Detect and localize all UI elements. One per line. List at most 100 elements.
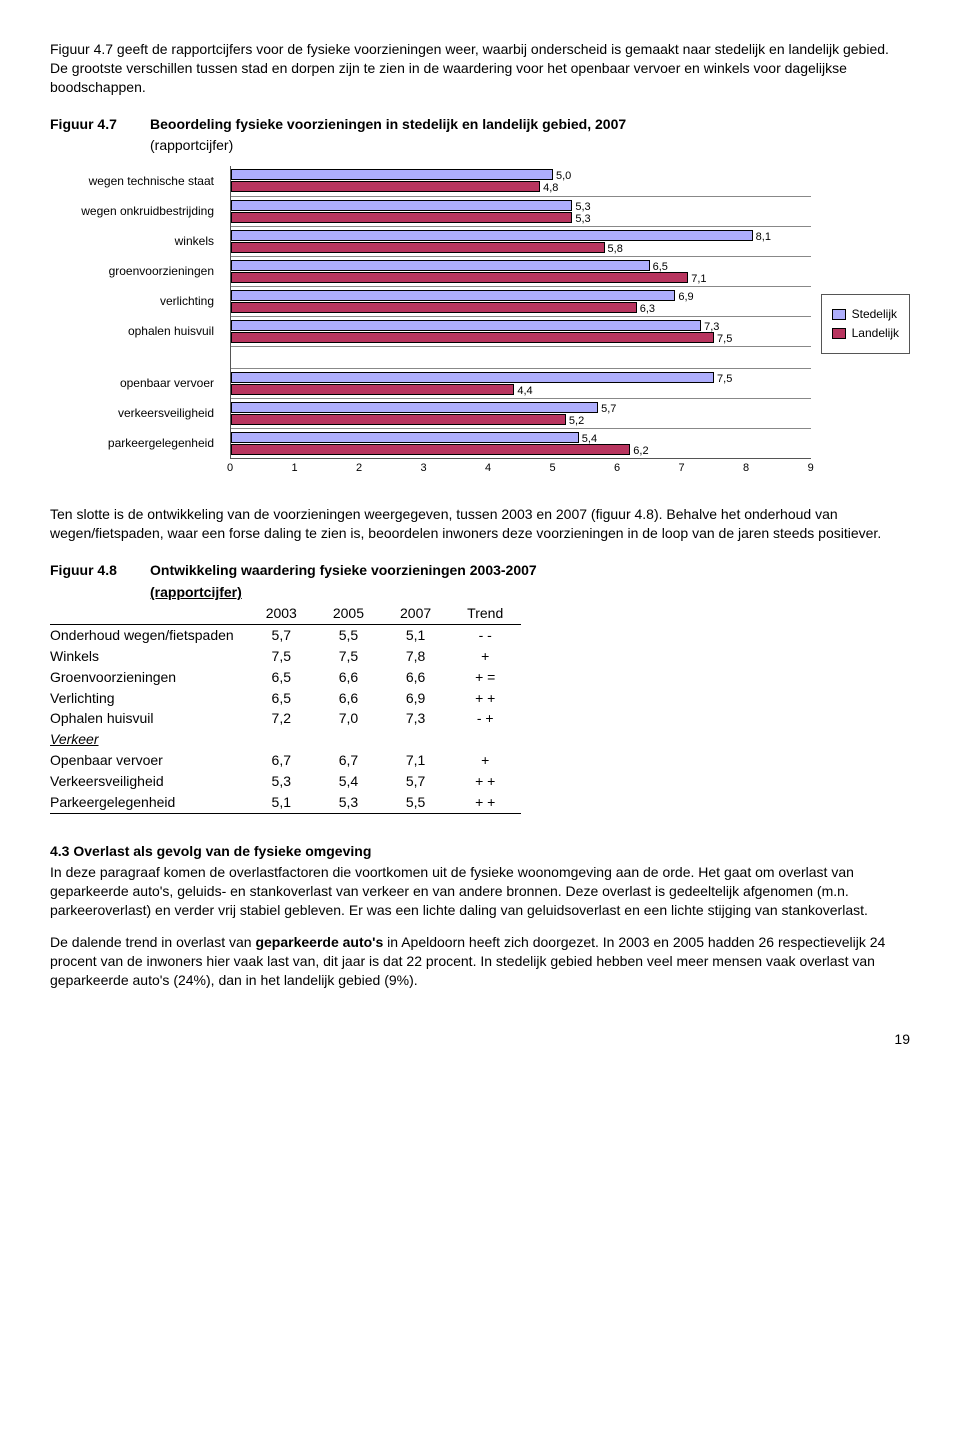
bar-landelijk: 5,2 [231, 414, 566, 425]
chart-category-label: winkels [50, 226, 220, 256]
figure-4-7-title: Figuur 4.7 Beoordeling fysieke voorzieni… [50, 115, 910, 134]
bar-stedelijk: 6,5 [231, 260, 650, 271]
x-tick-label: 4 [485, 461, 491, 476]
table-cell: + + [449, 771, 521, 792]
table-row: Verkeersveiligheid5,35,45,7+ + [50, 771, 521, 792]
table-cell: 6,6 [315, 667, 382, 688]
bar-landelijk: 5,3 [231, 212, 572, 223]
bar-landelijk: 4,4 [231, 384, 514, 395]
x-tick-label: 0 [227, 461, 233, 476]
table-column-header: 2007 [382, 603, 449, 624]
bar-stedelijk: 5,3 [231, 200, 572, 211]
table-cell: 6,6 [382, 667, 449, 688]
table-cell: 5,1 [248, 792, 315, 813]
chart-category-label: verlichting [50, 286, 220, 316]
bar-landelijk: 5,8 [231, 242, 605, 253]
table-cell: 5,7 [248, 624, 315, 645]
bar-value-label: 6,9 [678, 290, 693, 305]
table-column-header [50, 603, 248, 624]
x-tick-label: 7 [679, 461, 685, 476]
section-4-3-p2: De dalende trend in overlast van geparke… [50, 933, 910, 990]
legend-swatch [832, 309, 846, 320]
table-column-header: 2003 [248, 603, 315, 624]
table-cell: Parkeergelegenheid [50, 792, 248, 813]
figure-number: Figuur 4.7 [50, 115, 150, 134]
chart-bar-group: 5,46,2 [231, 428, 811, 458]
bar-value-label: 5,3 [575, 212, 590, 227]
intro-paragraph: Figuur 4.7 geeft de rapportcijfers voor … [50, 40, 910, 97]
figure-subtitle: (rapportcijfer) [150, 136, 910, 155]
table-cell: 5,4 [315, 771, 382, 792]
figure-title-text: Ontwikkeling waardering fysieke voorzien… [150, 561, 537, 580]
table-cell: 5,1 [382, 624, 449, 645]
x-tick-label: 8 [743, 461, 749, 476]
bar-value-label: 4,4 [517, 384, 532, 399]
table-cell: + [449, 750, 521, 771]
bar-landelijk: 7,5 [231, 332, 714, 343]
table-cell: 7,0 [315, 708, 382, 729]
x-tick-label: 2 [356, 461, 362, 476]
bar-value-label: 6,3 [640, 302, 655, 317]
legend-swatch [832, 328, 846, 339]
table-column-header: 2005 [315, 603, 382, 624]
bar-stedelijk: 5,0 [231, 169, 553, 180]
table-row: Verlichting6,56,66,9+ + [50, 688, 521, 709]
chart-category-label: verkeersveiligheid [50, 398, 220, 428]
table-cell: 5,5 [382, 792, 449, 813]
table-cell: 6,7 [248, 750, 315, 771]
chart-category-label: wegen technische staat [50, 166, 220, 196]
mid-paragraph: Ten slotte is de ontwikkeling van de voo… [50, 505, 910, 543]
table-cell: + + [449, 688, 521, 709]
table-section-label: Verkeer [50, 729, 521, 750]
table-row: Onderhoud wegen/fietspaden5,75,55,1- - [50, 624, 521, 645]
bar-value-label: 7,1 [691, 272, 706, 287]
chart-bar-group: 6,5 7,1 [231, 256, 811, 286]
bar-landelijk: 6,2 [231, 444, 630, 455]
table-cell: + + [449, 792, 521, 813]
table-row: Ophalen huisvuil7,27,07,3- + [50, 708, 521, 729]
chart-bar-group: 6,9 6,3 [231, 286, 811, 316]
bar-stedelijk: 7,3 [231, 320, 701, 331]
section-4-3-p1: In deze paragraaf komen de overlastfacto… [50, 863, 910, 920]
table-cell: + [449, 646, 521, 667]
table-cell: 6,6 [315, 688, 382, 709]
bar-value-label: 7,5 [717, 332, 732, 347]
x-tick-label: 6 [614, 461, 620, 476]
table-row: Winkels7,57,57,8+ [50, 646, 521, 667]
x-tick-label: 3 [420, 461, 426, 476]
bar-value-label: 8,1 [756, 230, 771, 245]
bar-landelijk: 6,3 [231, 302, 637, 313]
table-column-header: Trend [449, 603, 521, 624]
table-cell: 6,7 [315, 750, 382, 771]
chart-category-label: parkeergelegenheid [50, 428, 220, 458]
legend-label: Stedelijk [852, 306, 897, 322]
chart-bar-group: 7,37,5 [231, 316, 811, 346]
chart-category-label: ophalen huisvuil [50, 316, 220, 346]
table-cell: Verlichting [50, 688, 248, 709]
bar-value-label: 5,2 [569, 414, 584, 429]
bar-value-label: 6,2 [633, 444, 648, 459]
table-cell: 7,3 [382, 708, 449, 729]
table-cell: 5,3 [248, 771, 315, 792]
table-cell: Openbaar vervoer [50, 750, 248, 771]
table-row: Groenvoorzieningen6,56,66,6+ = [50, 667, 521, 688]
chart-legend: Stedelijk Landelijk [821, 294, 910, 353]
table-cell: - - [449, 624, 521, 645]
table-cell: 5,3 [315, 792, 382, 813]
chart-bar-group: 5,35,3 [231, 196, 811, 226]
table-section-row: Verkeer [50, 729, 521, 750]
chart-bar-group: 5,75,2 [231, 398, 811, 428]
section-4-3-heading: 4.3 Overlast als gevolg van de fysieke o… [50, 842, 910, 861]
chart-bar-group: 8,15,8 [231, 226, 811, 256]
table-cell: 5,5 [315, 624, 382, 645]
table-cell: 7,8 [382, 646, 449, 667]
table-cell: 7,1 [382, 750, 449, 771]
bar-stedelijk: 8,1 [231, 230, 753, 241]
table-cell: Winkels [50, 646, 248, 667]
table-cell: - + [449, 708, 521, 729]
figure-title-text: Beoordeling fysieke voorzieningen in ste… [150, 115, 626, 134]
chart-bar-group: 7,54,4 [231, 368, 811, 398]
legend-label: Landelijk [852, 325, 899, 341]
table-cell: Groenvoorzieningen [50, 667, 248, 688]
figure-4-7-chart: wegen technische staatwegen onkruidbestr… [50, 166, 910, 481]
